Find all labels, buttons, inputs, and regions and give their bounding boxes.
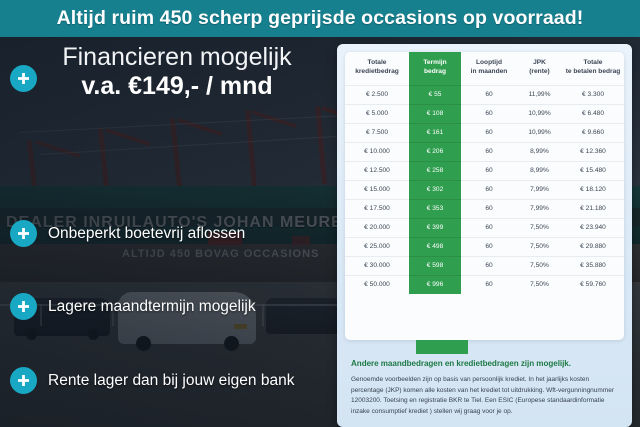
table-cell: € 25.000 bbox=[345, 236, 409, 257]
table-cell: 60 bbox=[461, 141, 517, 162]
table-row: € 2.500 € 55 60 11,99% € 3.300 bbox=[345, 84, 624, 105]
table-cell: € 12.500 bbox=[345, 160, 409, 181]
termijn-column-tail bbox=[416, 340, 468, 354]
table-cell: 60 bbox=[461, 274, 517, 294]
table-cell: € 258 bbox=[409, 160, 461, 181]
table-cell: € 21.180 bbox=[562, 198, 624, 219]
table-row: € 20.000 € 399 60 7,50% € 23.940 bbox=[345, 217, 624, 238]
table-cell: € 55 bbox=[409, 84, 461, 105]
bullet-label: Lagere maandtermijn mogelijk bbox=[48, 297, 256, 315]
table-cell: 60 bbox=[461, 217, 517, 238]
financing-card: Totale kredietbedrag Termijn bedrag Looptijd… bbox=[337, 44, 632, 427]
table-cell: € 18.120 bbox=[562, 179, 624, 200]
plus-icon bbox=[10, 220, 37, 247]
table-cell: € 5.000 bbox=[345, 103, 409, 124]
table-header-cell: Termijn bedrag bbox=[409, 52, 461, 86]
bullet-label: Rente lager dan bij jouw eigen bank bbox=[48, 371, 295, 389]
table-row: € 12.500 € 258 60 8,99% € 15.480 bbox=[345, 160, 624, 181]
table-cell: € 10.000 bbox=[345, 141, 409, 162]
plus-icon bbox=[10, 65, 37, 92]
table-cell: 7,99% bbox=[517, 198, 562, 219]
table-cell: € 23.940 bbox=[562, 217, 624, 238]
table-cell: € 35.880 bbox=[562, 255, 624, 276]
headline-block: Financieren mogelijk v.a. €149,- / mnd bbox=[18, 44, 336, 102]
table-cell: 60 bbox=[461, 160, 517, 181]
plus-icon bbox=[10, 367, 37, 394]
table-header-cell: JPK (rente) bbox=[529, 59, 550, 75]
rate-table: Totale kredietbedrag Termijn bedrag Looptijd… bbox=[345, 52, 624, 294]
headline-line1: Financieren mogelijk bbox=[62, 43, 292, 71]
table-cell: € 59.760 bbox=[562, 274, 624, 294]
table-cell: 7,99% bbox=[517, 179, 562, 200]
table-cell: 7,50% bbox=[517, 236, 562, 257]
table-cell: 60 bbox=[461, 198, 517, 219]
headline-line2: v.a. €149,- / mnd bbox=[81, 72, 273, 101]
table-cell: € 353 bbox=[409, 198, 461, 219]
table-cell: € 302 bbox=[409, 179, 461, 200]
left-content-column: Financieren mogelijk v.a. €149,- / mnd O… bbox=[0, 37, 345, 427]
table-cell: € 15.000 bbox=[345, 179, 409, 200]
table-cell: € 50.000 bbox=[345, 274, 409, 294]
table-header-cell: Totale te betalen bedrag bbox=[565, 59, 621, 75]
table-cell: € 9.660 bbox=[562, 122, 624, 143]
table-cell: € 30.000 bbox=[345, 255, 409, 276]
note-title: Andere maandbedragen en kredietbedragen … bbox=[351, 359, 571, 368]
table-cell: € 15.480 bbox=[562, 160, 624, 181]
table-body: € 2.500 € 55 60 11,99% € 3.300 € 5.000 € 108 60… bbox=[345, 84, 624, 294]
table-cell: 60 bbox=[461, 122, 517, 143]
table-cell: € 399 bbox=[409, 217, 461, 238]
table-cell: 7,50% bbox=[517, 274, 562, 294]
table-row: € 7.500 € 161 60 10,99% € 9.660 bbox=[345, 122, 624, 143]
table-row: € 25.000 € 498 60 7,50% € 29.880 bbox=[345, 236, 624, 257]
table-cell: 60 bbox=[461, 255, 517, 276]
table-cell: € 29.880 bbox=[562, 236, 624, 257]
table-cell: 8,99% bbox=[517, 141, 562, 162]
banner-headline: Altijd ruim 450 scherp geprijsde occasio… bbox=[56, 7, 584, 29]
table-cell: € 17.500 bbox=[345, 198, 409, 219]
table-row: € 50.000 € 996 60 7,50% € 59.760 bbox=[345, 274, 624, 294]
table-cell: 7,50% bbox=[517, 255, 562, 276]
table-cell: 7,50% bbox=[517, 217, 562, 238]
bullet-item: Lagere maandtermijn mogelijk bbox=[10, 293, 340, 320]
table-cell: 60 bbox=[461, 179, 517, 200]
top-banner: Altijd ruim 450 scherp geprijsde occasio… bbox=[0, 0, 640, 37]
bullet-item: Rente lager dan bij jouw eigen bank bbox=[10, 367, 340, 394]
table-cell: 60 bbox=[461, 236, 517, 257]
table-cell: 11,99% bbox=[517, 84, 562, 105]
table-cell: € 3.300 bbox=[562, 84, 624, 105]
table-cell: € 498 bbox=[409, 236, 461, 257]
rate-table-panel: Totale kredietbedrag Termijn bedrag Looptijd… bbox=[345, 52, 624, 340]
table-cell: € 161 bbox=[409, 122, 461, 143]
table-cell: € 598 bbox=[409, 255, 461, 276]
table-cell: € 6.480 bbox=[562, 103, 624, 124]
table-cell: € 12.360 bbox=[562, 141, 624, 162]
table-cell: € 996 bbox=[409, 274, 461, 294]
table-header-cell: Totale kredietbedrag bbox=[355, 59, 399, 75]
table-cell: € 7.500 bbox=[345, 122, 409, 143]
table-header-cell: Looptijd in maanden bbox=[470, 59, 508, 75]
table-cell: 60 bbox=[461, 103, 517, 124]
plus-icon bbox=[10, 293, 37, 320]
table-cell: 10,99% bbox=[517, 122, 562, 143]
table-cell: € 2.500 bbox=[345, 84, 409, 105]
note-body: Genoemde voorbeelden zijn op basis van p… bbox=[351, 376, 615, 415]
table-row: € 5.000 € 108 60 10,99% € 6.480 bbox=[345, 103, 624, 124]
table-cell: 10,99% bbox=[517, 103, 562, 124]
table-cell: € 206 bbox=[409, 141, 461, 162]
table-cell: 60 bbox=[461, 84, 517, 105]
bullet-item: Onbeperkt boetevrij aflossen bbox=[10, 220, 340, 247]
bullet-label: Onbeperkt boetevrij aflossen bbox=[48, 224, 246, 242]
table-cell: € 20.000 bbox=[345, 217, 409, 238]
table-cell: € 108 bbox=[409, 103, 461, 124]
table-row: € 10.000 € 206 60 8,99% € 12.360 bbox=[345, 141, 624, 162]
table-cell: 8,99% bbox=[517, 160, 562, 181]
table-row: € 17.500 € 353 60 7,99% € 21.180 bbox=[345, 198, 624, 219]
table-row: € 15.000 € 302 60 7,99% € 18.120 bbox=[345, 179, 624, 200]
table-row: € 30.000 € 598 60 7,50% € 35.880 bbox=[345, 255, 624, 276]
table-header-row: Totale kredietbedrag Termijn bedrag Looptijd… bbox=[345, 52, 624, 86]
